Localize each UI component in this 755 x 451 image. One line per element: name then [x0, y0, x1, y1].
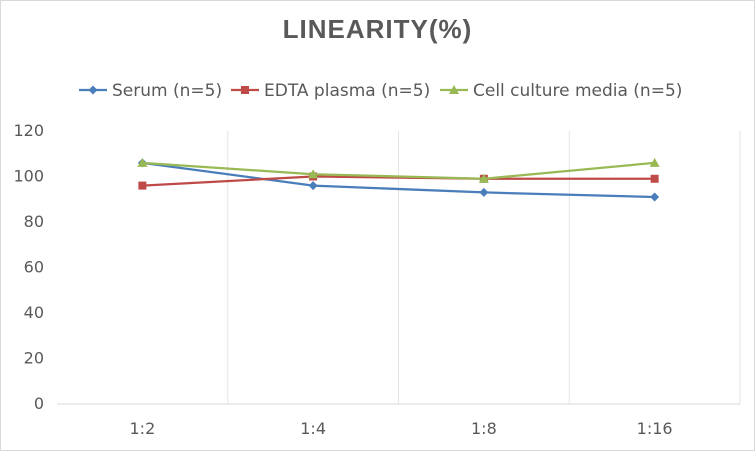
data-point-triangle [308, 169, 319, 179]
legend: Serum (n=5) EDTA plasma (n=5) Cell culture… [79, 81, 682, 101]
legend-swatch-marker [241, 86, 249, 94]
y-tick-label: 20 [24, 349, 44, 368]
legend-label: EDTA plasma (n=5) [264, 81, 430, 101]
data-point-diamond [308, 181, 318, 191]
y-tick-label: 120 [13, 121, 44, 140]
x-tick-label: 1:16 [637, 419, 673, 438]
chart-title: LINEARITY(%) [282, 14, 473, 44]
series-3 [137, 157, 660, 183]
legend-swatch-marker [449, 85, 459, 94]
y-tick-label: 0 [34, 394, 44, 413]
data-point-square [138, 181, 147, 190]
legend-item: EDTA plasma (n=5) [231, 81, 430, 101]
y-tick-label: 40 [24, 303, 44, 322]
y-tick-label: 100 [13, 167, 44, 186]
x-tick-label: 1:4 [300, 419, 326, 438]
data-point-triangle [137, 157, 148, 167]
series-line [142, 161, 655, 180]
legend-item: Serum (n=5) [79, 81, 222, 101]
legend-swatch-marker [88, 85, 98, 95]
legend-label: Cell culture media (n=5) [473, 81, 682, 101]
y-tick-label: 60 [24, 258, 44, 277]
y-tick-label: 80 [24, 212, 44, 231]
series-group [137, 157, 660, 202]
data-point-triangle [649, 157, 660, 167]
x-tick-label: 1:8 [471, 419, 497, 438]
series-line [142, 175, 655, 187]
legend-item: Cell culture media (n=5) [440, 81, 682, 101]
data-point-diamond [650, 192, 660, 202]
data-point-triangle [478, 173, 489, 183]
series-line [142, 161, 655, 199]
grid-lines [227, 131, 741, 404]
data-point-square [650, 174, 659, 183]
y-axis-ticks: 0 20 40 60 80 100 120 [13, 121, 44, 413]
data-point-diamond [479, 187, 489, 197]
x-tick-label: 1:2 [130, 419, 156, 438]
x-axis-ticks: 1:2 1:4 1:8 1:16 [130, 419, 673, 438]
legend-label: Serum (n=5) [112, 81, 222, 101]
